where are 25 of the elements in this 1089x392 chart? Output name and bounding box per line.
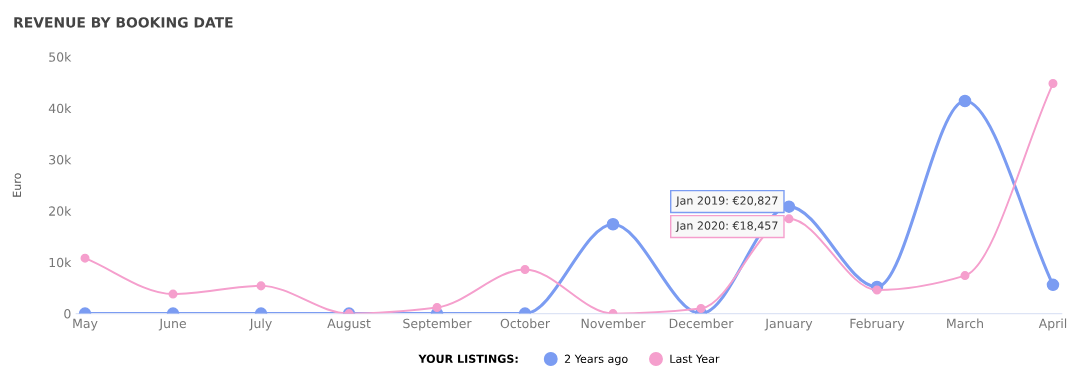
y-axis-title: Euro xyxy=(12,173,22,197)
x-tick-label: January xyxy=(764,318,813,331)
x-tick-label: June xyxy=(158,318,186,331)
y-tick-label: 10k xyxy=(49,257,72,268)
annotation: Jan 2020: €18,457 xyxy=(675,221,778,232)
x-tick-label: November xyxy=(581,318,646,329)
x-tick-label: December xyxy=(669,318,734,329)
y-tick-label: 0 xyxy=(64,309,71,319)
y-tick-label: 30k xyxy=(49,154,72,165)
x-tick-label: October xyxy=(500,318,551,329)
legend-label: 2 Years ago xyxy=(564,354,628,366)
x-tick-label: August xyxy=(327,318,371,331)
annotation: Jan 2019: €20,827 xyxy=(675,196,778,207)
x-tick-label: September xyxy=(403,318,472,331)
y-tick-label: 40k xyxy=(48,103,72,114)
x-tick-label: May xyxy=(73,318,98,331)
x-tick-label: April xyxy=(1038,318,1067,331)
legend-label: Last Year xyxy=(670,354,720,364)
chart-title: REVENUE BY BOOKING DATE xyxy=(14,17,233,28)
x-tick-label: July xyxy=(249,318,272,331)
x-tick-label: March xyxy=(947,318,983,329)
x-tick-label: February xyxy=(850,318,905,331)
y-tick-label: 50k xyxy=(49,52,72,62)
legend-title: YOUR LISTINGS: xyxy=(418,354,518,364)
y-tick-label: 20k xyxy=(49,206,72,216)
